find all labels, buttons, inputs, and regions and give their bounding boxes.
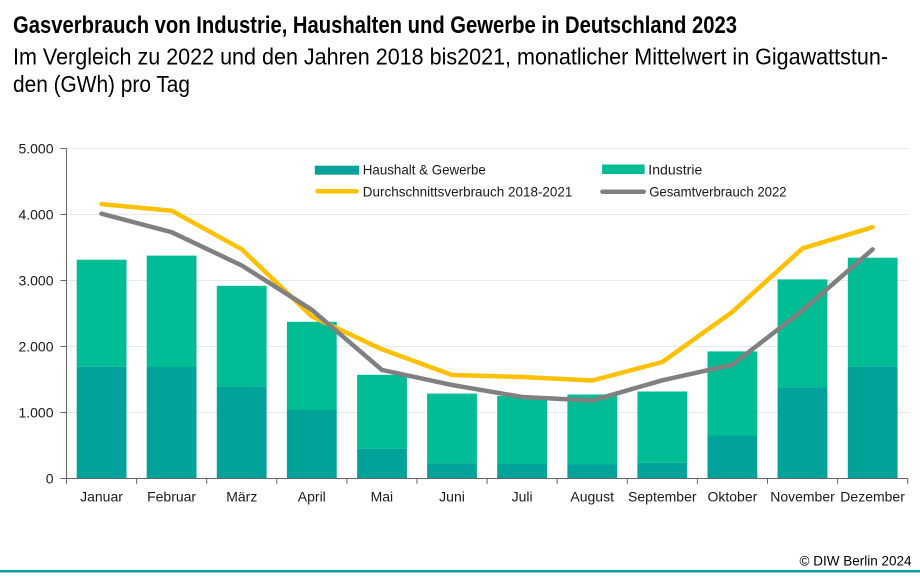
svg-text:Oktober: Oktober [707,488,757,504]
svg-text:Januar: Januar [80,488,123,504]
svg-text:April: April [298,488,326,504]
svg-text:November: November [770,488,835,504]
svg-text:Juli: Juli [512,488,533,504]
svg-text:August: August [570,488,614,504]
svg-text:Dezember: Dezember [840,488,905,504]
svg-text:1.000: 1.000 [18,404,53,420]
svg-text:© DIW Berlin 2024: © DIW Berlin 2024 [800,553,912,569]
svg-text:September: September [628,488,697,504]
svg-text:2.000: 2.000 [18,338,53,354]
svg-text:Gesamtverbrauch 2022: Gesamtverbrauch 2022 [649,184,787,200]
svg-text:3.000: 3.000 [18,272,53,288]
svg-text:den (GWh) pro Tag: den (GWh) pro Tag [13,71,190,97]
svg-text:Durchschnittsverbrauch 2018-20: Durchschnittsverbrauch 2018-2021 [363,184,573,200]
svg-text:Industrie: Industrie [648,162,702,178]
svg-text:Februar: Februar [147,488,196,504]
svg-text:Juni: Juni [439,488,465,504]
svg-text:Mai: Mai [371,488,394,504]
svg-text:5.000: 5.000 [18,140,53,156]
svg-text:Haushalt & Gewerbe: Haushalt & Gewerbe [363,162,486,178]
svg-text:0: 0 [46,470,54,486]
svg-text:Gasverbrauch von Industrie, Ha: Gasverbrauch von Industrie, Haushalten u… [13,12,737,39]
svg-text:4.000: 4.000 [18,206,53,222]
svg-text:März: März [226,488,257,504]
svg-text:Im Vergleich zu 2022 und den J: Im Vergleich zu 2022 und den Jahren 2018… [13,44,888,70]
